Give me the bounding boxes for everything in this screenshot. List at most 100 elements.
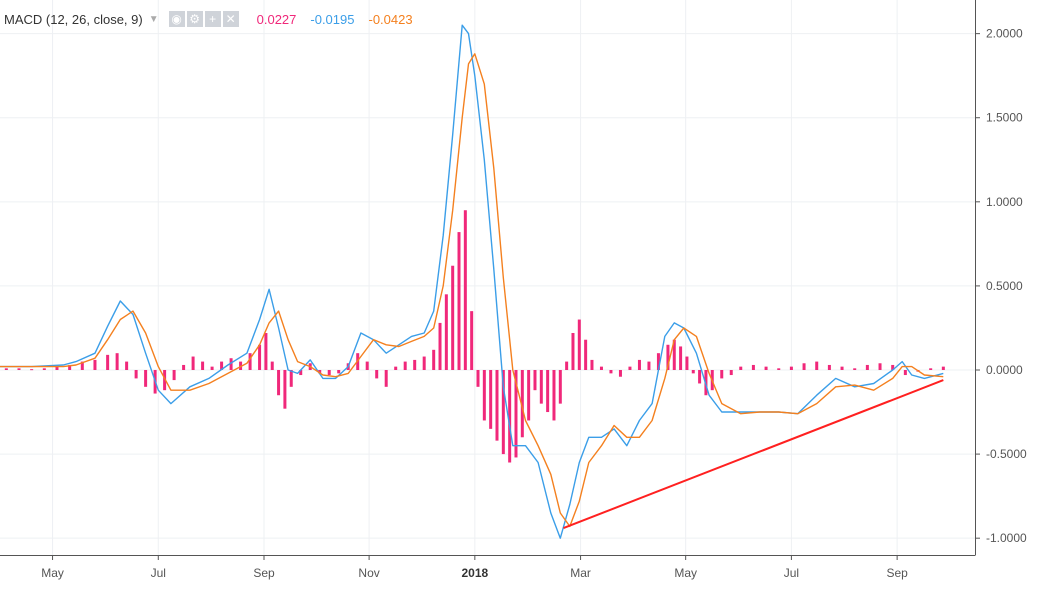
histogram-bar bbox=[853, 368, 857, 370]
histogram-bar bbox=[68, 364, 72, 370]
y-tick-label: 0.0000 bbox=[986, 363, 1023, 377]
histogram-bar bbox=[552, 370, 556, 421]
x-tick-label: Jul bbox=[151, 566, 166, 580]
histogram-bar bbox=[539, 370, 543, 404]
legend-buttons: ◉ ⚙ + ✕ bbox=[168, 11, 241, 27]
histogram-bar bbox=[4, 368, 8, 370]
histogram-bar bbox=[93, 359, 97, 370]
histogram-bar bbox=[558, 370, 562, 404]
histogram-bar bbox=[182, 364, 186, 370]
histogram-bar bbox=[258, 344, 262, 370]
macd-value: -0.0195 bbox=[310, 11, 355, 27]
trendline bbox=[563, 379, 944, 530]
histogram-bar bbox=[577, 319, 581, 370]
histogram-bar bbox=[764, 366, 768, 370]
histogram-bar bbox=[210, 366, 214, 370]
histogram-bar bbox=[163, 370, 167, 391]
histogram-bar bbox=[403, 361, 407, 370]
histogram-bar bbox=[337, 370, 341, 374]
histogram-bar bbox=[903, 370, 907, 376]
histogram-bar bbox=[191, 356, 195, 370]
chevron-down-icon[interactable]: ▼ bbox=[148, 13, 159, 25]
histogram-bar bbox=[878, 363, 882, 370]
histogram-bar bbox=[365, 361, 369, 370]
histogram-bar bbox=[375, 370, 379, 379]
histogram-bar bbox=[941, 366, 945, 370]
histogram-bar bbox=[533, 370, 537, 391]
histogram-bar bbox=[777, 368, 781, 370]
histogram-bar bbox=[125, 361, 129, 370]
histogram-bar bbox=[42, 368, 46, 370]
close-icon[interactable]: ✕ bbox=[222, 11, 239, 27]
histogram-bar bbox=[647, 361, 651, 370]
plus-icon[interactable]: + bbox=[204, 11, 221, 27]
histogram-bar bbox=[299, 370, 303, 376]
histogram-bar bbox=[672, 339, 676, 370]
axes bbox=[0, 0, 976, 556]
gear-icon[interactable]: ⚙ bbox=[186, 11, 203, 27]
x-tick-label: Nov bbox=[358, 566, 379, 580]
histogram-bar bbox=[590, 359, 594, 370]
histogram-bar bbox=[628, 366, 632, 370]
x-tick-label: May bbox=[674, 566, 697, 580]
histogram-bar bbox=[229, 358, 233, 370]
histogram-bar bbox=[571, 333, 575, 370]
histogram-bar bbox=[422, 356, 426, 370]
histogram-bar bbox=[30, 369, 34, 371]
histogram-bar bbox=[134, 370, 138, 379]
histogram-bar bbox=[476, 370, 480, 387]
histogram-bar bbox=[751, 364, 755, 370]
histogram-bar bbox=[248, 353, 252, 370]
histogram-bar bbox=[318, 370, 322, 374]
eye-icon[interactable]: ◉ bbox=[168, 11, 185, 27]
histogram-bar bbox=[514, 370, 518, 458]
histogram-bar bbox=[444, 294, 448, 370]
indicator-title[interactable]: MACD (12, 26, close, 9) bbox=[4, 11, 143, 27]
histogram-bar bbox=[495, 370, 499, 441]
histogram-bar bbox=[489, 370, 493, 429]
indicator-legend: MACD (12, 26, close, 9) ▼ ◉ ⚙ + ✕ 0.0227… bbox=[4, 9, 413, 29]
histogram-bar bbox=[520, 370, 524, 438]
histogram-bar bbox=[432, 349, 436, 370]
histogram-bar bbox=[679, 346, 683, 370]
y-tick-label: 1.0000 bbox=[986, 195, 1023, 209]
y-tick-label: -1.0000 bbox=[986, 531, 1027, 545]
x-tick-label: Sep bbox=[253, 566, 275, 580]
histogram-bar bbox=[637, 359, 641, 370]
histogram-bar bbox=[384, 370, 388, 387]
histogram-bar bbox=[172, 370, 176, 381]
x-axis-ticks: May Jul Sep Nov 2018 Mar May Jul Sep bbox=[41, 555, 908, 580]
histogram-bar bbox=[685, 356, 689, 370]
histogram-bar bbox=[277, 370, 281, 396]
histogram-bar bbox=[729, 370, 733, 376]
histogram-bar bbox=[865, 364, 869, 370]
histogram-bar bbox=[815, 361, 819, 370]
hist-value: 0.0227 bbox=[256, 11, 297, 27]
histogram-bar bbox=[527, 370, 531, 421]
histogram-bar bbox=[840, 366, 844, 370]
histogram-bar bbox=[691, 370, 695, 374]
histogram-bar bbox=[457, 232, 461, 370]
x-tick-label: May bbox=[41, 566, 64, 580]
x-tick-label: 2018 bbox=[461, 566, 488, 580]
x-tick-label: Jul bbox=[784, 566, 799, 580]
histogram-bar bbox=[584, 339, 588, 370]
histogram-bar bbox=[17, 368, 21, 370]
histogram-bar bbox=[80, 361, 84, 370]
y-tick-label: 0.5000 bbox=[986, 279, 1023, 293]
y-axis-ticks: 2.0000 1.5000 1.0000 0.5000 0.0000 -0.5000 -1.… bbox=[975, 27, 1027, 545]
histogram-bar bbox=[289, 370, 293, 387]
histogram-bar bbox=[438, 322, 442, 370]
histogram-bar bbox=[508, 370, 512, 463]
histogram-bar bbox=[55, 366, 59, 370]
histogram-bar bbox=[239, 361, 243, 370]
histogram-bar bbox=[501, 370, 505, 455]
histogram-bar bbox=[546, 370, 550, 413]
histogram-bar bbox=[698, 370, 702, 384]
histogram-bar bbox=[599, 366, 603, 370]
histogram-bar bbox=[470, 311, 474, 370]
y-tick-label: -0.5000 bbox=[986, 447, 1027, 461]
histogram-bar bbox=[394, 366, 398, 370]
histogram-bar bbox=[327, 370, 331, 376]
